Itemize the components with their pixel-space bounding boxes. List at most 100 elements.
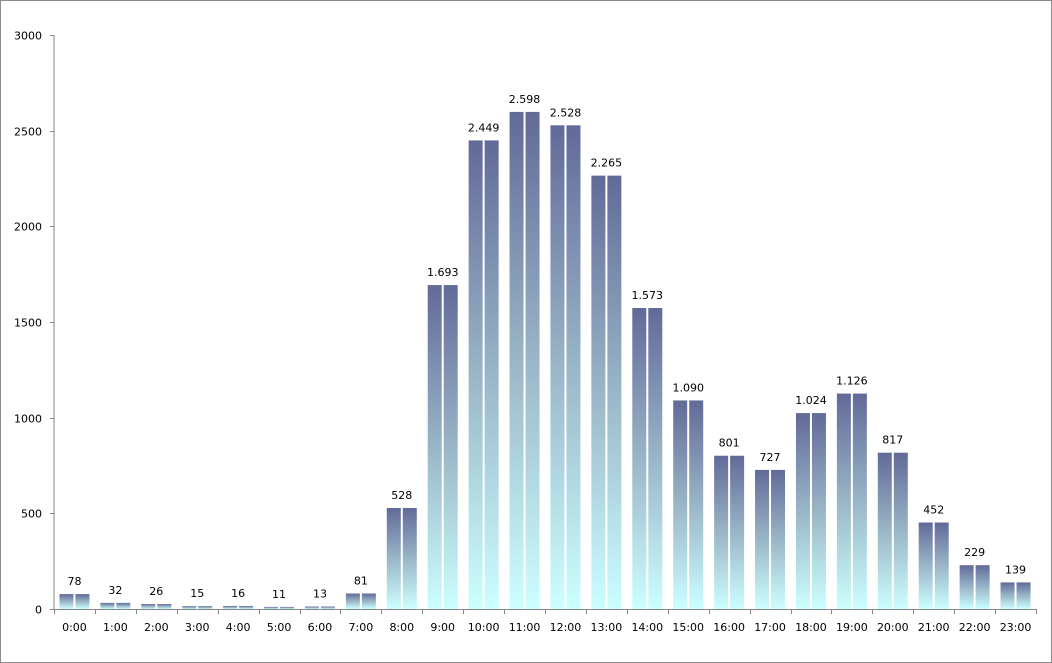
x-axis: 0:00 1:00 2:00 3:00 4:00 5:00 6:00 7:00 8:00 9:00… bbox=[54, 609, 1037, 634]
bar bbox=[566, 125, 581, 610]
x-tick-label: 6:00 bbox=[308, 621, 333, 634]
data-label: 26 bbox=[149, 585, 163, 598]
data-label: 32 bbox=[108, 584, 122, 597]
data-label: 78 bbox=[67, 575, 81, 588]
x-tick-label: 21:00 bbox=[918, 621, 950, 634]
data-label: 528 bbox=[391, 489, 412, 502]
x-tick-label: 13:00 bbox=[591, 621, 623, 634]
x-tick-label: 4:00 bbox=[226, 621, 251, 634]
bar bbox=[975, 565, 990, 609]
bar bbox=[607, 175, 622, 609]
x-tick-label: 22:00 bbox=[959, 621, 991, 634]
x-tick-label: 23:00 bbox=[1000, 621, 1032, 634]
x-tick-label: 1:00 bbox=[103, 621, 128, 634]
y-tick-label: 0 bbox=[35, 604, 42, 617]
data-label: 2.598 bbox=[509, 93, 541, 106]
data-label: 2.265 bbox=[591, 157, 623, 170]
bar bbox=[345, 593, 360, 609]
bar bbox=[959, 565, 974, 609]
bar bbox=[116, 602, 131, 609]
x-tick-label: 10:00 bbox=[468, 621, 500, 634]
x-tick-label: 19:00 bbox=[836, 621, 868, 634]
bar bbox=[361, 593, 376, 609]
y-tick-label: 2500 bbox=[14, 126, 42, 139]
x-tick-label: 11:00 bbox=[509, 621, 541, 634]
data-label: 15 bbox=[190, 587, 204, 600]
bar bbox=[730, 455, 745, 609]
y-tick-label: 1500 bbox=[14, 317, 42, 330]
bar bbox=[525, 111, 540, 609]
x-tick-label: 15:00 bbox=[672, 621, 704, 634]
data-label: 139 bbox=[1005, 563, 1026, 576]
x-tick-label: 20:00 bbox=[877, 621, 909, 634]
x-tick-label: 7:00 bbox=[349, 621, 374, 634]
x-tick-label: 17:00 bbox=[754, 621, 786, 634]
bar bbox=[141, 604, 156, 609]
bar bbox=[509, 111, 524, 609]
data-label: 13 bbox=[313, 588, 327, 601]
x-tick-label: 12:00 bbox=[550, 621, 582, 634]
bar bbox=[100, 602, 115, 609]
data-label: 1.090 bbox=[672, 381, 704, 394]
bar bbox=[1016, 582, 1031, 609]
bar bbox=[836, 393, 851, 609]
bar bbox=[795, 413, 810, 609]
x-tick-label: 0:00 bbox=[62, 621, 87, 634]
bar bbox=[59, 594, 74, 609]
bar bbox=[198, 606, 213, 609]
bar bbox=[550, 125, 565, 610]
x-tick-label: 14:00 bbox=[631, 621, 663, 634]
bar bbox=[811, 413, 826, 609]
bar bbox=[648, 308, 663, 609]
x-tick-label: 2:00 bbox=[144, 621, 169, 634]
bar bbox=[893, 452, 908, 609]
bar bbox=[673, 400, 688, 609]
x-tick-label: 18:00 bbox=[795, 621, 827, 634]
bar bbox=[1000, 582, 1015, 609]
bar bbox=[280, 606, 295, 609]
bar bbox=[591, 175, 606, 609]
bar bbox=[484, 140, 499, 609]
bar bbox=[386, 507, 401, 609]
data-labels: 78 32 26 15 16 11 13 81 528 1.693 2.449 2.598 2.528 2… bbox=[67, 93, 1026, 601]
data-label: 1.693 bbox=[427, 266, 459, 279]
data-label: 229 bbox=[964, 546, 985, 559]
bar bbox=[223, 605, 238, 609]
x-tick-label: 5:00 bbox=[267, 621, 292, 634]
y-tick-label: 2000 bbox=[14, 221, 42, 234]
x-tick-label: 9:00 bbox=[430, 621, 455, 634]
x-tick-label: 8:00 bbox=[389, 621, 414, 634]
bar bbox=[443, 285, 458, 609]
bar bbox=[239, 605, 254, 609]
bar bbox=[468, 140, 483, 609]
y-tick-label: 500 bbox=[21, 508, 42, 521]
data-label: 1.573 bbox=[632, 289, 664, 302]
data-label: 452 bbox=[923, 504, 944, 517]
data-label: 817 bbox=[882, 434, 903, 447]
y-axis: 0 500 1000 1500 2000 2500 3000 bbox=[14, 30, 55, 617]
bar bbox=[714, 455, 729, 609]
y-tick-label: 3000 bbox=[14, 30, 42, 43]
bar bbox=[182, 606, 197, 609]
bar bbox=[157, 604, 172, 609]
data-label: 727 bbox=[760, 451, 781, 464]
data-label: 11 bbox=[272, 588, 286, 601]
bar bbox=[689, 400, 704, 609]
bar bbox=[304, 606, 319, 609]
bar bbox=[771, 469, 786, 609]
y-tick-label: 1000 bbox=[14, 413, 42, 426]
bar bbox=[320, 606, 335, 609]
bar bbox=[427, 285, 442, 609]
data-label: 1.024 bbox=[795, 394, 827, 407]
data-label: 2.449 bbox=[468, 121, 500, 134]
bars bbox=[59, 111, 1031, 610]
data-label: 801 bbox=[719, 437, 740, 450]
bar bbox=[755, 469, 770, 609]
bar bbox=[632, 308, 647, 609]
bar bbox=[75, 594, 90, 609]
bar bbox=[918, 522, 933, 609]
data-label: 81 bbox=[354, 575, 368, 588]
bar bbox=[852, 393, 867, 609]
